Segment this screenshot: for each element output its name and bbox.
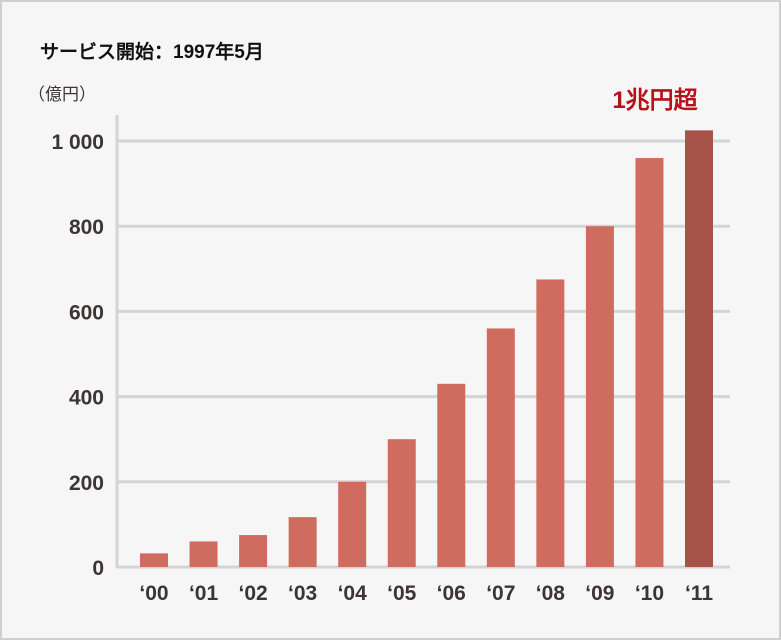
x-tick-label: ‘10	[635, 582, 664, 605]
x-tick-label: ‘04	[338, 582, 368, 605]
bar-11	[685, 130, 713, 567]
y-tick-label: 200	[69, 472, 104, 495]
x-tick-label: ‘09	[585, 582, 614, 605]
y-tick-label: 800	[69, 216, 104, 239]
x-tick-label: ‘01	[189, 582, 219, 605]
y-tick-label: 0	[92, 557, 104, 580]
bar-7	[486, 328, 515, 567]
bar-10	[635, 158, 664, 568]
x-tick-label: ‘05	[387, 582, 417, 605]
y-axis-label: （億円）	[28, 85, 96, 104]
y-tick-label: 600	[69, 301, 104, 324]
x-tick-label: ‘00	[139, 582, 168, 605]
bar-8	[536, 279, 565, 567]
x-tick-label: ‘08	[536, 582, 566, 605]
bar-2	[239, 535, 268, 567]
bar-5	[387, 439, 416, 567]
x-tick-label: ‘06	[437, 582, 466, 605]
annotation-label: 1兆円超	[612, 87, 698, 114]
x-tick-label: ‘11	[685, 582, 713, 605]
x-tick-label: ‘07	[486, 582, 515, 605]
bar-6	[437, 383, 466, 567]
bar-4	[338, 481, 367, 567]
y-tick-label: 1 000	[51, 131, 104, 154]
chart-title: サービス開始：1997年5月	[40, 40, 264, 63]
bar-3	[288, 517, 317, 567]
bar-1	[189, 541, 218, 567]
bar-0	[140, 553, 168, 567]
x-tick-label: ‘02	[238, 582, 267, 605]
bar-9	[585, 226, 614, 567]
x-tick-label: ‘03	[288, 582, 317, 605]
y-tick-label: 400	[69, 387, 104, 410]
